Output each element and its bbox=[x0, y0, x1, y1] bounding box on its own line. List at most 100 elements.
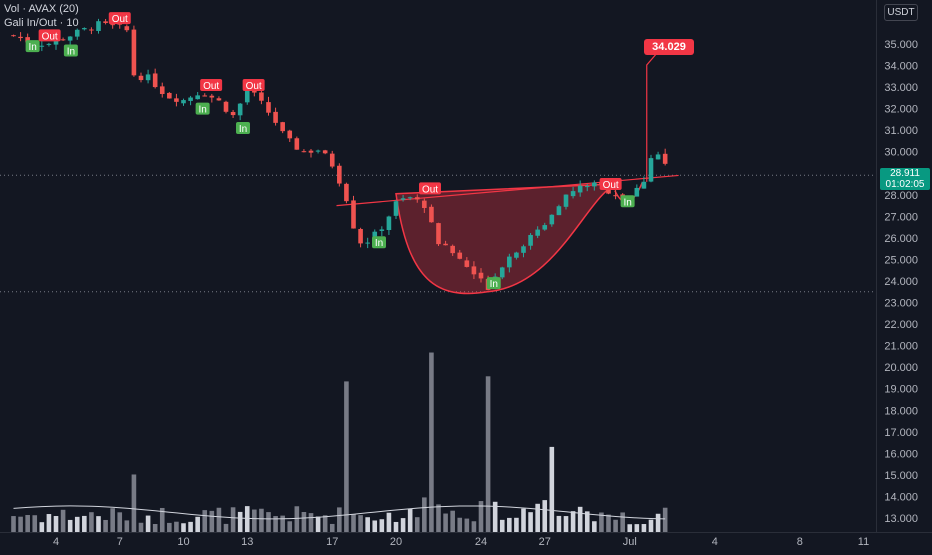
volume-bar bbox=[655, 513, 661, 534]
candle-body bbox=[521, 246, 526, 253]
candle-body bbox=[138, 75, 144, 81]
signal-in-marker bbox=[620, 195, 635, 208]
volume-bar bbox=[252, 509, 257, 534]
candle-body bbox=[308, 150, 314, 153]
price-tick-label: 32.000 bbox=[884, 104, 918, 116]
volume-bar bbox=[414, 517, 420, 534]
candle-body bbox=[358, 229, 363, 244]
volume-bar bbox=[25, 515, 30, 534]
candle-body bbox=[301, 151, 307, 153]
indicator-title[interactable]: Vol · AVAX (20) bbox=[4, 3, 79, 15]
signal-out-marker bbox=[242, 78, 265, 91]
time-tick-label: 13 bbox=[241, 536, 253, 548]
candle-body bbox=[287, 130, 293, 139]
signal-in-marker bbox=[372, 236, 386, 249]
candle-body bbox=[159, 86, 165, 95]
volume-bar bbox=[117, 512, 123, 534]
candle-body bbox=[457, 252, 463, 259]
volume-bar bbox=[167, 522, 172, 534]
volume-bar bbox=[379, 519, 385, 534]
signal-in-marker bbox=[486, 277, 501, 290]
candle-body bbox=[209, 95, 215, 98]
candle-body bbox=[542, 225, 548, 230]
candle-body bbox=[315, 150, 321, 152]
candle-body bbox=[181, 100, 186, 104]
volume-bar bbox=[60, 509, 66, 534]
price-tick-label: 23.000 bbox=[884, 298, 918, 310]
trade-signals: In Out In Out Out In Out In In Out In Out In bbox=[25, 12, 635, 290]
signal-label: In bbox=[375, 238, 383, 249]
candle-body bbox=[351, 200, 356, 229]
candle-body bbox=[152, 73, 158, 88]
volume-bar bbox=[613, 519, 618, 534]
volume-bar bbox=[138, 522, 144, 534]
last-price-value: 28.911 bbox=[890, 168, 920, 179]
target-projection-line bbox=[646, 52, 658, 182]
candle-body bbox=[499, 267, 505, 278]
volume-bar bbox=[584, 511, 590, 534]
volume-bar bbox=[351, 514, 356, 534]
volume-bar bbox=[216, 507, 222, 534]
target-price-label: 34.029 bbox=[644, 39, 694, 55]
price-tick-label: 34.000 bbox=[884, 61, 918, 73]
volume-bar bbox=[471, 521, 477, 534]
volume-bar bbox=[386, 512, 392, 534]
candle-body bbox=[96, 21, 101, 31]
price-tick-label: 30.000 bbox=[884, 147, 918, 159]
candle-body bbox=[450, 245, 455, 254]
overlay-title[interactable]: Gali In/Out · 10 bbox=[4, 17, 79, 29]
volume-bar bbox=[96, 516, 101, 534]
volume-bar bbox=[259, 508, 264, 534]
price-axis[interactable]: 35.00034.00033.00032.00031.00030.00029.0… bbox=[876, 0, 932, 550]
candles bbox=[11, 18, 668, 291]
candle-body bbox=[195, 95, 200, 100]
volume-bar bbox=[280, 515, 285, 534]
candle-body bbox=[478, 272, 484, 279]
volume-bar bbox=[344, 381, 349, 534]
signal-out-marker bbox=[200, 78, 223, 91]
currency-label[interactable]: USDT bbox=[884, 4, 918, 21]
volume-bar bbox=[11, 516, 16, 534]
volume-bar bbox=[528, 512, 533, 534]
volume-bar bbox=[464, 518, 470, 534]
price-tick-label: 24.000 bbox=[884, 276, 918, 288]
signal-in-marker bbox=[25, 40, 40, 53]
candle-body bbox=[634, 187, 640, 197]
candle-body bbox=[535, 229, 540, 236]
candle-body bbox=[379, 229, 385, 231]
time-tick-label: Jul bbox=[623, 536, 637, 548]
volume-bar bbox=[620, 512, 625, 534]
candle-body bbox=[365, 242, 370, 244]
volume-bar bbox=[329, 523, 335, 534]
volume-bar bbox=[422, 497, 427, 534]
volume-bar bbox=[124, 520, 130, 534]
volume-bar bbox=[244, 506, 250, 534]
candle-body bbox=[577, 185, 583, 193]
volume-ma-line bbox=[13, 505, 666, 520]
candle-body bbox=[46, 43, 52, 45]
volume-bar bbox=[131, 474, 137, 534]
candle-body bbox=[223, 101, 229, 112]
time-tick-label: 10 bbox=[177, 536, 189, 548]
bar-countdown: 01:02:05 bbox=[885, 179, 925, 190]
candle-body bbox=[60, 39, 66, 41]
signal-out-marker bbox=[599, 178, 622, 191]
candle-body bbox=[422, 200, 427, 208]
time-tick-label: 24 bbox=[475, 536, 487, 548]
candle-body bbox=[25, 37, 30, 43]
candle-body bbox=[443, 243, 448, 246]
candle-body bbox=[507, 256, 512, 268]
volume-bar bbox=[450, 510, 455, 534]
time-axis[interactable]: 4 7 10 13 17 20 24 27 Jul 4 8 11 bbox=[0, 532, 932, 550]
candle-body bbox=[188, 97, 193, 101]
volume-bar bbox=[592, 521, 597, 534]
volume-bar bbox=[499, 519, 505, 534]
candle-body bbox=[216, 98, 222, 101]
candle-body bbox=[74, 29, 80, 37]
volume-bar bbox=[514, 517, 519, 534]
signal-label: In bbox=[623, 197, 631, 208]
volume-bar bbox=[266, 512, 271, 534]
volume-bar bbox=[315, 516, 321, 534]
volume-bar bbox=[89, 512, 94, 534]
